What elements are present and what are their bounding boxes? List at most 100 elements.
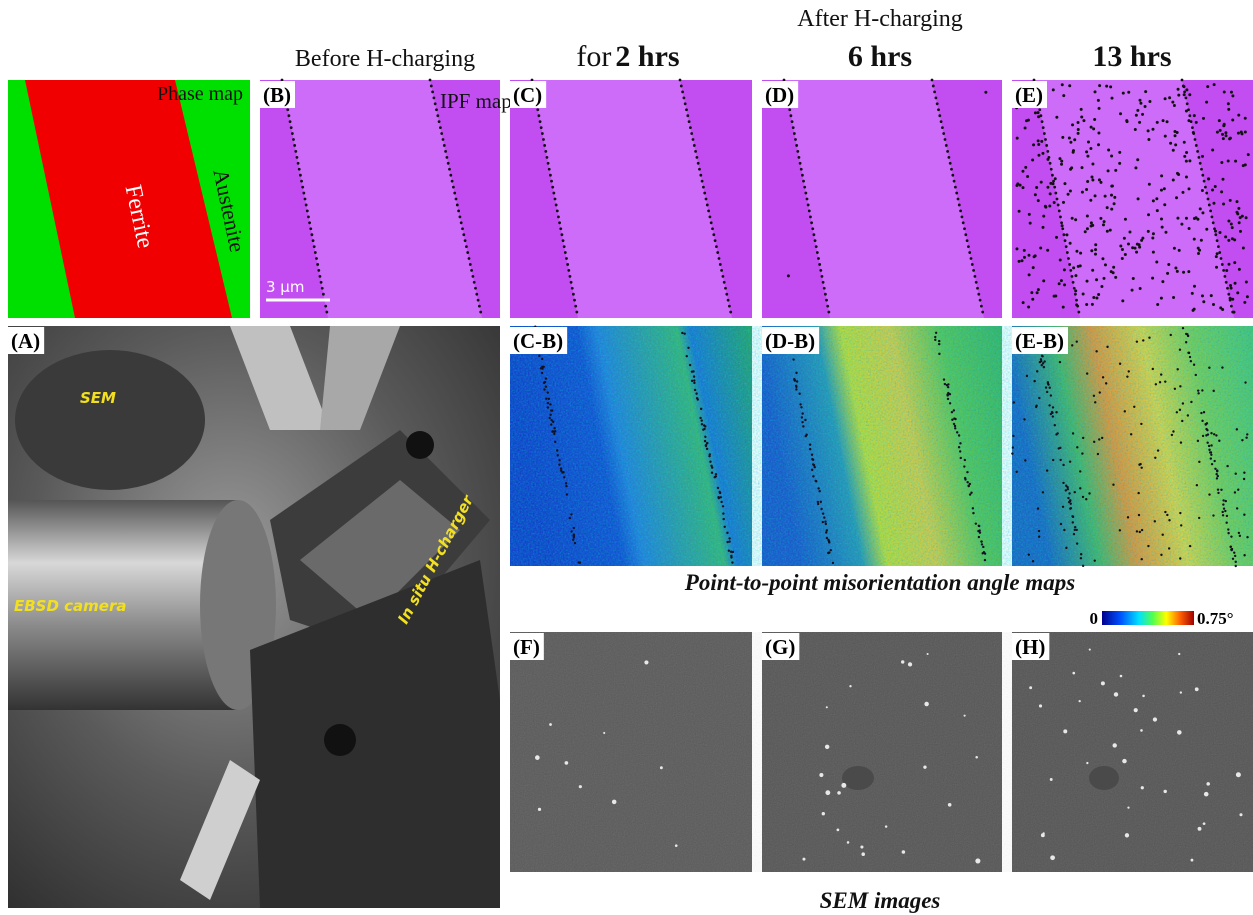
dot (1226, 465, 1228, 467)
h-dot (1112, 271, 1115, 274)
h-dot (1223, 90, 1226, 93)
dot (800, 406, 802, 408)
boundary-dot (802, 180, 805, 183)
dot (1082, 437, 1084, 439)
dot (1209, 451, 1211, 453)
h-dot (1207, 177, 1210, 180)
boundary-dot (452, 186, 455, 189)
boundary-dot (324, 305, 327, 308)
h-dot (1039, 247, 1042, 250)
boundary-dot (683, 96, 686, 99)
h-dot (1080, 116, 1083, 119)
particle (826, 706, 828, 708)
boundary-dot (429, 79, 432, 82)
boundary-dot (1214, 233, 1217, 236)
dot (1033, 380, 1035, 382)
h-dot (1229, 284, 1232, 287)
dot (1217, 475, 1219, 477)
h-dot (1123, 237, 1126, 240)
dot (799, 403, 801, 405)
dot (1065, 489, 1067, 491)
h-dot (1069, 190, 1072, 193)
h-dot (1021, 170, 1024, 173)
boundary-dot (694, 150, 697, 153)
dot (1142, 339, 1144, 341)
ipf-maps (260, 79, 1253, 318)
dot (1246, 433, 1248, 435)
dot (946, 393, 948, 395)
dot (1159, 381, 1161, 383)
dot (984, 559, 986, 561)
dot (811, 469, 813, 471)
h-dot (1160, 189, 1163, 192)
h-dot (1095, 278, 1098, 281)
boundary-dot (679, 79, 682, 82)
boundary-dot (320, 281, 323, 284)
particle (1140, 729, 1143, 732)
photo-label-ebsd: EBSD camera (14, 597, 127, 615)
dot (1162, 534, 1164, 536)
dot (951, 411, 953, 413)
particle (1127, 806, 1129, 808)
particle (975, 756, 978, 759)
h-dot (1094, 194, 1097, 197)
h-dot (1118, 162, 1121, 165)
boundary-dot (439, 126, 442, 129)
dot (1187, 414, 1189, 416)
dot (1080, 553, 1082, 555)
dot (1098, 438, 1100, 440)
boundary-dot (1066, 251, 1069, 254)
boundary-dot (1211, 215, 1214, 218)
dot (1062, 464, 1064, 466)
dot (1190, 360, 1192, 362)
boundary-dot (727, 299, 730, 302)
boundary-dot (706, 204, 709, 207)
boundary-dot (1049, 162, 1052, 165)
particle (837, 791, 841, 795)
dot (545, 377, 547, 379)
boundary-dot (808, 210, 811, 213)
particle (861, 852, 865, 856)
h-dot (1089, 199, 1092, 202)
h-dot (1104, 195, 1107, 198)
h-dot (1098, 84, 1101, 87)
dot (981, 543, 983, 545)
h-dot (1185, 151, 1188, 154)
boundary-dot (783, 79, 786, 82)
particle (1114, 692, 1118, 696)
dot (541, 358, 543, 360)
dot (825, 531, 827, 533)
h-dot (1052, 88, 1055, 91)
boundary-dot (970, 257, 973, 260)
boundary-dot (806, 198, 809, 201)
dot (1085, 498, 1087, 500)
particle (1239, 813, 1242, 816)
dot (1119, 529, 1121, 531)
dot (1039, 361, 1041, 363)
h-dot (1091, 269, 1094, 272)
boundary-dot (800, 168, 803, 171)
boundary-dot (827, 311, 830, 314)
dot (820, 508, 822, 510)
h-dot (1071, 217, 1074, 220)
dot (1071, 344, 1073, 346)
particle (1050, 778, 1053, 781)
h-dot (1216, 131, 1219, 134)
boundary-dot (308, 221, 311, 224)
boundary-dot (953, 180, 956, 183)
h-dot (1227, 239, 1230, 242)
boundary-dot (961, 215, 964, 218)
boundary-dot (699, 174, 702, 177)
panel-label: (E) (1015, 83, 1043, 107)
dot (963, 465, 965, 467)
boundary-dot (792, 126, 795, 129)
dot (1168, 519, 1170, 521)
boundary-dot (1065, 245, 1068, 248)
boundary-dot (963, 227, 966, 230)
dot (953, 409, 955, 411)
dot (1016, 471, 1018, 473)
h-dot (1091, 224, 1094, 227)
boundary-dot (1053, 186, 1056, 189)
boundary-dot (552, 192, 555, 195)
dot (548, 398, 550, 400)
